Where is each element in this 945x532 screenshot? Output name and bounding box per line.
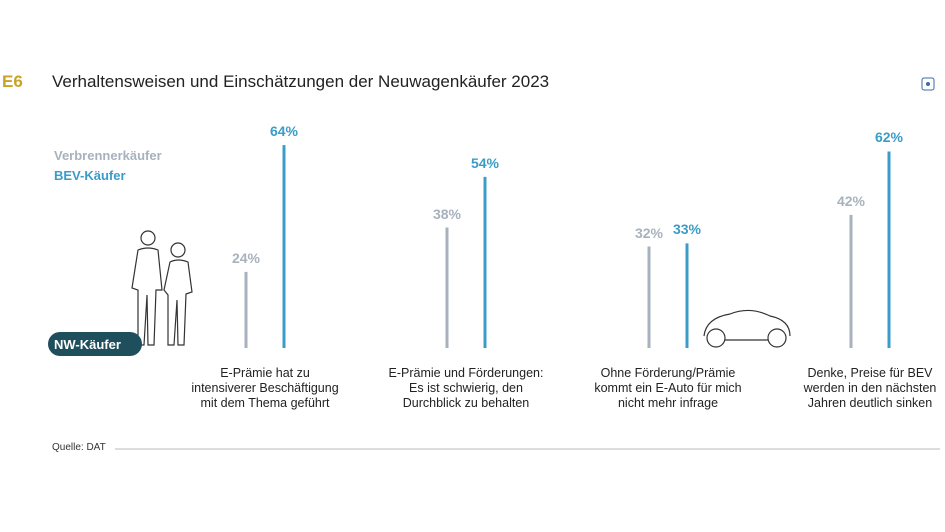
value-label: 24% [231, 249, 261, 266]
value-label: 62% [874, 129, 904, 146]
legend-entry: Verbrennerkäufer [54, 148, 162, 163]
people-illustration [131, 230, 193, 346]
legend-entry: BEV-Käufer [54, 168, 126, 183]
value-label: 33% [672, 221, 702, 238]
category-label: Ohne Förderung/Prämie kommt ein E-Auto f… [594, 366, 742, 410]
car-illustration [703, 309, 791, 348]
group-label: NW-Käufer [54, 337, 121, 352]
category-label: Denke, Preise für BEV werden in den näch… [803, 366, 937, 410]
expand-icon[interactable] [921, 77, 935, 91]
chart-title: Verhaltensweisen und Einschätzungen der … [52, 72, 550, 91]
category-label: E-Prämie hat zu intensiverer Beschäftigu… [191, 366, 339, 410]
value-label: 64% [269, 123, 299, 140]
category-label: E-Prämie und Förderungen: Es ist schwier… [388, 366, 544, 410]
chart-label: E6 [2, 72, 23, 91]
group-pill [48, 332, 142, 356]
value-label: 38% [432, 205, 462, 222]
source: Quelle: DAT [52, 442, 106, 453]
value-label: 32% [634, 224, 664, 241]
value-label: 42% [836, 192, 866, 209]
value-label: 54% [470, 154, 500, 171]
